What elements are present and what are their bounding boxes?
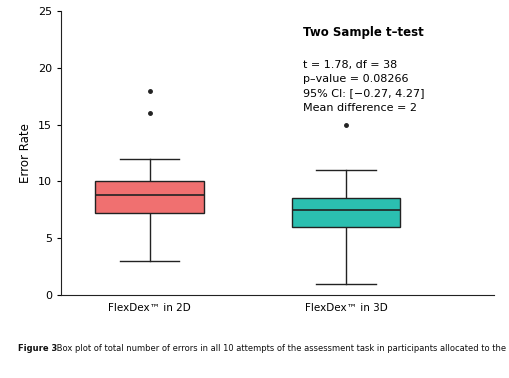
Bar <box>96 181 204 213</box>
Text: Figure 3: Figure 3 <box>18 344 57 353</box>
Bar <box>292 198 400 227</box>
Text: Two Sample t–test: Two Sample t–test <box>303 26 424 39</box>
Text: t = 1.78, df = 38
p–value = 0.08266
95% CI: [−0.27, 4.27]
Mean difference = 2: t = 1.78, df = 38 p–value = 0.08266 95% … <box>303 60 425 113</box>
Y-axis label: Error Rate: Error Rate <box>19 123 33 183</box>
Text: Box plot of total number of errors in all 10 attempts of the assessment task in : Box plot of total number of errors in al… <box>54 344 509 353</box>
